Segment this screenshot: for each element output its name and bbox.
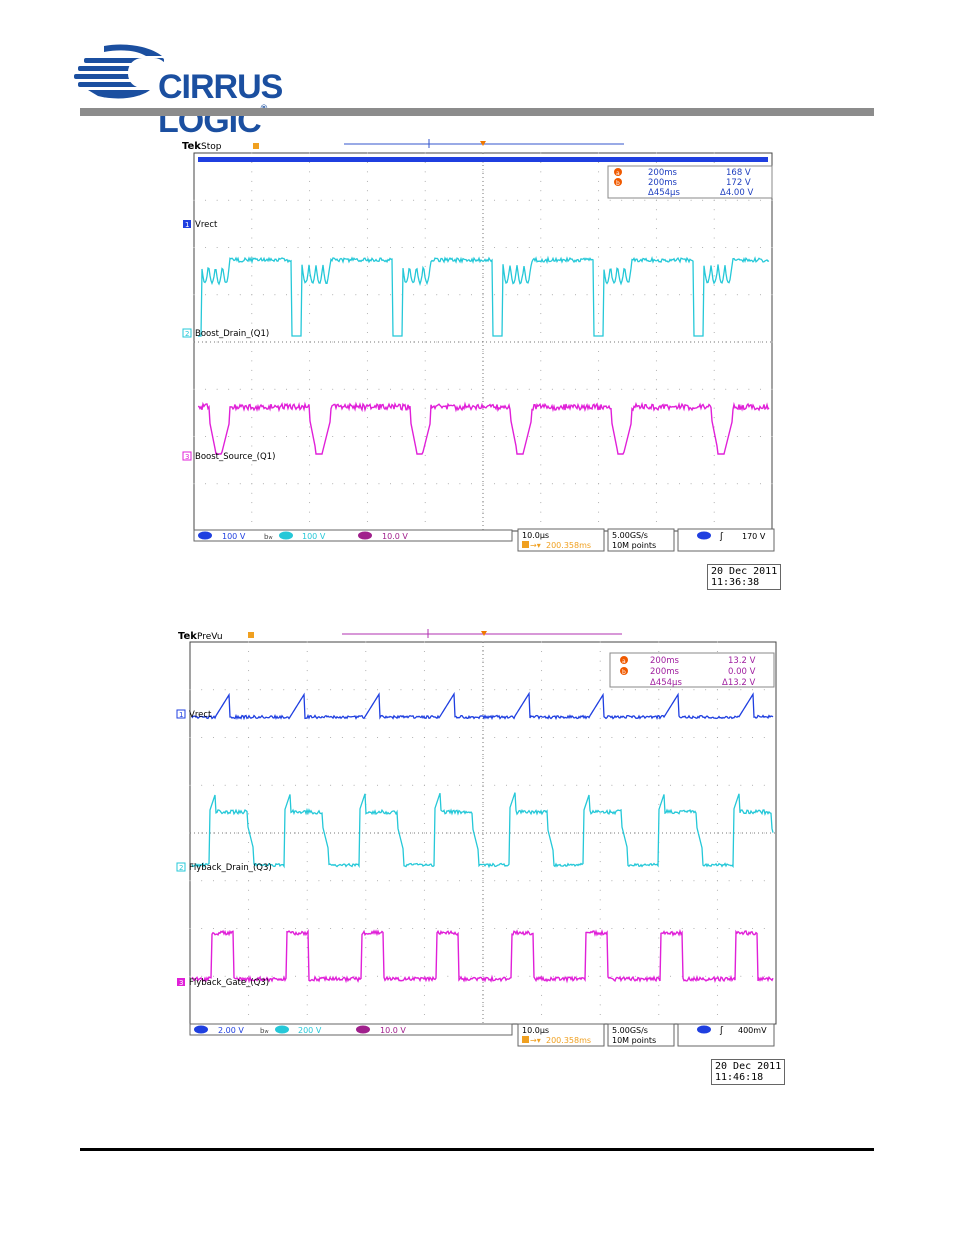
- cursor-b-time: 200ms: [650, 667, 680, 677]
- trigger-position: 200.358ms: [546, 1036, 591, 1045]
- timestamp-1: 20 Dec 2011 11:36:38: [707, 564, 781, 590]
- ch2-badge-icon: [275, 1026, 289, 1034]
- sample-rate: 5.00GS/s: [612, 531, 648, 540]
- ch1-badge-icon: [198, 532, 212, 540]
- timestamp-date: 20 Dec 2011: [715, 1061, 781, 1072]
- svg-text:bw: bw: [264, 533, 273, 541]
- ch2-scale: 100 V: [302, 532, 326, 541]
- cursor-delta-value: Δ13.2 V: [722, 678, 755, 688]
- sample-rate: 5.00GS/s: [612, 1026, 648, 1035]
- cursor-a-time: 200ms: [648, 168, 678, 178]
- cursor-a-time: 200ms: [650, 656, 680, 666]
- trace-label-2: Boost_Drain_(Q1): [195, 329, 269, 339]
- cursor-readout: a b 200ms 13.2 V 200ms 0.00 V Δ454µs Δ13…: [610, 653, 774, 688]
- svg-text:a: a: [616, 170, 620, 177]
- trace-label-3: Boost_Source_(Q1): [195, 452, 275, 462]
- timebase: 10.0µs: [522, 1026, 549, 1035]
- timestamp-2: 20 Dec 2011 11:46:18: [711, 1059, 785, 1085]
- trace-label-1: Vrect: [189, 710, 212, 720]
- ch3-scale: 10.0 V: [380, 1026, 406, 1035]
- ch1-scale: 2.00 V: [218, 1026, 244, 1035]
- scope-brand: Tek: [182, 141, 201, 152]
- trigger-source-icon: [697, 1026, 711, 1034]
- cursor-a-value: 168 V: [726, 168, 751, 178]
- footer-rule: [80, 1148, 874, 1151]
- trace-marker-3: 3: [179, 979, 183, 987]
- cursor-readout: a b 200ms 168 V 200ms 172 V Δ454µs Δ4.00…: [608, 166, 772, 198]
- scope-screenshot-boost: Tek Stop a b 200ms 168 V 200ms 172 V Δ45…: [180, 136, 780, 556]
- trigger-marker-icon: [253, 143, 259, 149]
- header-rule: [80, 108, 874, 116]
- svg-text:b: b: [622, 669, 626, 676]
- timestamp-date: 20 Dec 2011: [711, 566, 777, 577]
- trace-marker-1: 1: [185, 221, 189, 229]
- ch2-badge-icon: [279, 532, 293, 540]
- svg-text:bw: bw: [260, 1027, 269, 1035]
- trigger-level: 400mV: [738, 1026, 767, 1035]
- cursor-delta-time: Δ454µs: [650, 678, 682, 688]
- cursor-b-value: 0.00 V: [728, 667, 756, 677]
- ch3-badge-icon: [356, 1026, 370, 1034]
- trace-marker-2: 2: [179, 864, 183, 872]
- cursor-b-value: 172 V: [726, 178, 751, 188]
- svg-text:→▾: →▾: [530, 1036, 541, 1045]
- ch1-scale: 100 V: [222, 532, 246, 541]
- trace-marker-3: 3: [185, 453, 189, 461]
- trigger-marker-icon: [248, 632, 254, 638]
- trigger-position: 200.358ms: [546, 541, 591, 550]
- scope-brand: Tek: [178, 631, 197, 642]
- record-length: 10M points: [612, 1036, 656, 1045]
- status-bar: 100 V bw 100 V 10.0 V 10.0µs →▾ 200.358m…: [194, 529, 774, 551]
- trace-label-2: Flyback_Drain_(Q3): [189, 863, 272, 873]
- trace-marker-2: 2: [185, 330, 189, 338]
- trace-label-1: Vrect: [195, 220, 218, 230]
- trace-marker-1: 1: [179, 711, 183, 719]
- scope-mode: Stop: [201, 142, 222, 152]
- cursor-delta-value: Δ4.00 V: [720, 188, 753, 198]
- timestamp-time: 11:36:38: [711, 577, 777, 588]
- cursor-a-value: 13.2 V: [728, 656, 756, 666]
- ch3-scale: 10.0 V: [382, 532, 408, 541]
- scope-screenshot-flyback: Tek PreVu a b 200ms 13.2 V 200ms 0.00 V …: [176, 627, 780, 1047]
- ch2-scale: 200 V: [298, 1026, 322, 1035]
- oscilloscope-display: Tek PreVu a b 200ms 13.2 V 200ms 0.00 V …: [176, 627, 780, 1047]
- timestamp-time: 11:46:18: [715, 1072, 781, 1083]
- trigger-level: 170 V: [742, 532, 766, 541]
- svg-text:a: a: [622, 658, 626, 665]
- scope-mode: PreVu: [197, 632, 223, 642]
- oscilloscope-display: Tek Stop a b 200ms 168 V 200ms 172 V Δ45…: [180, 136, 780, 556]
- status-bar: 2.00 V bw 200 V 10.0 V 10.0µs →▾ 200.358…: [190, 1024, 774, 1046]
- svg-text:b: b: [616, 180, 620, 187]
- timebase: 10.0µs: [522, 531, 549, 540]
- logo-swoosh-icon: [74, 44, 170, 102]
- trace-label-3: Flyback_Gate_(Q3): [189, 978, 269, 988]
- trigger-pos-icon: [522, 1036, 529, 1043]
- trigger-source-icon: [697, 532, 711, 540]
- trigger-pos-icon: [522, 541, 529, 548]
- record-length: 10M points: [612, 541, 656, 550]
- svg-text:→▾: →▾: [530, 541, 541, 550]
- cursor-b-time: 200ms: [648, 178, 678, 188]
- cursor-delta-time: Δ454µs: [648, 188, 680, 198]
- cirrus-logo: CIRRUS LOGIC®: [74, 44, 374, 104]
- ch1-badge-icon: [194, 1026, 208, 1034]
- ch3-badge-icon: [358, 532, 372, 540]
